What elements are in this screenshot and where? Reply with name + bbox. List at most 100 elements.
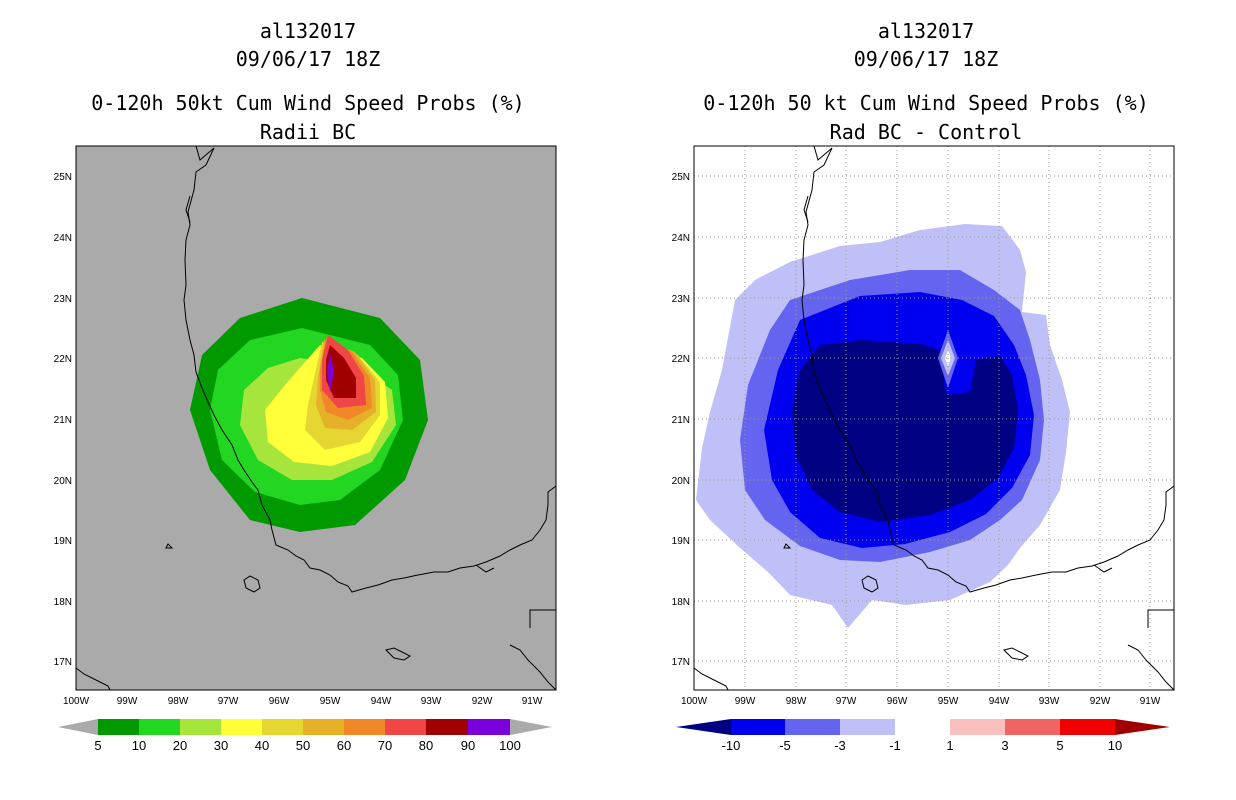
left-map (75, 145, 557, 691)
left-title-line2: 09/06/17 18Z (235, 47, 381, 71)
right-title-line4: Rad BC - Control (829, 120, 1023, 144)
left-lat-label: 22N (54, 354, 72, 365)
right-lon-label: 92W (1090, 696, 1111, 707)
legend-label: -5 (779, 738, 791, 753)
left-lon-label: 99W (117, 696, 138, 707)
legend-label: 30 (214, 738, 228, 753)
contour-80 (326, 345, 356, 398)
legend-swatch (1005, 719, 1060, 735)
legend-swatch (139, 719, 180, 735)
right-lat-label: 23N (672, 294, 690, 305)
left-lat-label: 19N (54, 536, 72, 547)
legend-swatch (221, 719, 262, 735)
left-lon-label: 95W (320, 696, 341, 707)
legend-label: -3 (834, 738, 846, 753)
right-lon-label: 99W (735, 696, 756, 707)
legend-swatch (1060, 719, 1115, 735)
right-title-line1: al132017 (877, 19, 975, 43)
right-map (693, 145, 1175, 691)
legend-swatch (98, 719, 139, 735)
left-lat-label: 25N (54, 172, 72, 183)
left-lat-label: 17N (54, 657, 72, 668)
legend-arrow-low (58, 719, 98, 735)
right-lat-axis: 25N 24N 23N 22N 21N 20N 19N 18N 17N (672, 172, 690, 668)
left-probability-contours (76, 146, 556, 690)
left-lat-axis: 25N 24N 23N 22N 21N 20N 19N 18N 17N (54, 172, 72, 668)
legend-swatch (180, 719, 221, 735)
legend-swatch (344, 719, 385, 735)
legend-label: 80 (419, 738, 433, 753)
left-map-frame (75, 145, 557, 691)
right-lon-label: 100W (681, 696, 708, 707)
legend-arrow-high (1115, 719, 1170, 735)
legend-swatch (785, 719, 840, 735)
left-lat-label: 20N (54, 476, 72, 487)
right-map-frame (693, 145, 1175, 691)
right-lat-label: 25N (672, 172, 690, 183)
right-title-line2: 09/06/17 18Z (853, 47, 999, 71)
legend-swatch (385, 719, 426, 735)
right-difference-contours (696, 224, 1070, 628)
left-lon-label: 94W (371, 696, 392, 707)
right-lat-label: 17N (672, 657, 690, 668)
right-lat-label: 20N (672, 476, 690, 487)
legend-swatch (303, 719, 344, 735)
right-coastline (694, 146, 1174, 690)
legend-label: 5 (1056, 738, 1063, 753)
legend-swatch (731, 719, 785, 735)
legend-label: 100 (499, 738, 521, 753)
right-lat-label: 19N (672, 536, 690, 547)
legend-label: -10 (722, 738, 741, 753)
legend-swatch (950, 719, 1005, 735)
legend-label: 10 (1108, 738, 1122, 753)
right-lon-label: 93W (1039, 696, 1060, 707)
left-lon-label: 93W (421, 696, 442, 707)
right-lon-label: 91W (1140, 696, 1161, 707)
right-lat-label: 21N (672, 415, 690, 426)
contour-minus-10 (792, 340, 1018, 522)
legend-arrow-low (676, 719, 731, 735)
legend-label: -1 (889, 738, 901, 753)
right-lon-label: 98W (786, 696, 807, 707)
left-title-line1: al132017 (259, 19, 357, 43)
left-lon-label: 92W (472, 696, 493, 707)
left-lon-label: 91W (522, 696, 543, 707)
left-lon-label: 97W (218, 696, 239, 707)
left-lat-label: 23N (54, 294, 72, 305)
right-lat-label: 18N (672, 597, 690, 608)
left-lat-label: 21N (54, 415, 72, 426)
left-lon-label: 96W (269, 696, 290, 707)
contour-90 (327, 352, 334, 392)
left-title-line3: 0-120h 50kt Cum Wind Speed Probs (%) (91, 91, 525, 115)
left-lat-label: 24N (54, 233, 72, 244)
legend-label: 70 (378, 738, 392, 753)
left-legend: 5 10 20 30 40 50 60 70 80 90 100 (58, 719, 552, 753)
legend-swatch (426, 719, 468, 735)
legend-label: 50 (296, 738, 310, 753)
legend-label: 3 (1001, 738, 1008, 753)
left-coastline (76, 146, 556, 690)
left-title-line4: Radii BC (259, 120, 357, 144)
legend-swatch (840, 719, 895, 735)
right-lon-label: 96W (887, 696, 908, 707)
legend-label: 5 (94, 738, 101, 753)
legend-swatch (895, 719, 950, 735)
right-lon-label: 95W (938, 696, 959, 707)
legend-label: 10 (132, 738, 146, 753)
legend-label: 20 (173, 738, 187, 753)
left-lon-label: 100W (63, 696, 90, 707)
legend-swatch (468, 719, 510, 735)
left-lat-label: 18N (54, 597, 72, 608)
right-legend: -10 -5 -3 -1 1 3 5 10 (676, 719, 1170, 753)
left-lon-label: 98W (168, 696, 189, 707)
left-lon-axis: 100W 99W 98W 97W 96W 95W 94W 93W 92W 91W (63, 696, 543, 707)
legend-label: 90 (461, 738, 475, 753)
right-lat-label: 24N (672, 233, 690, 244)
legend-label: 40 (255, 738, 269, 753)
legend-swatch (262, 719, 303, 735)
right-lon-axis: 100W 99W 98W 97W 96W 95W 94W 93W 92W 91W (681, 696, 1161, 707)
legend-label: 1 (946, 738, 953, 753)
legend-arrow-high (510, 719, 552, 735)
right-gridlines (694, 146, 1174, 690)
